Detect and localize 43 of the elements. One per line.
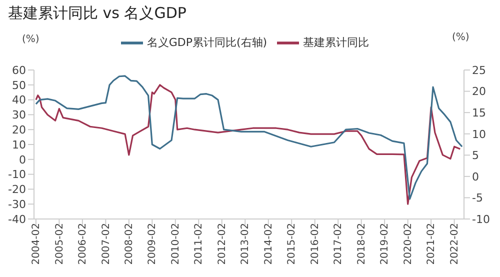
y-tick-label: -30	[8, 198, 26, 212]
x-tick-label: 2018-02	[356, 223, 368, 265]
legend-label: 名义GDP累计同比(右轴)	[146, 36, 268, 50]
x-tick-label: 2009-02	[147, 223, 158, 265]
y-tick-label: 10	[12, 138, 26, 152]
x-tick-label: 2011-02	[194, 223, 205, 265]
chart-title: 基建累计同比 vs 名义GDP	[8, 4, 186, 23]
x-tick-label: 2015-02	[286, 223, 298, 265]
x-tick-label: 2019-02	[380, 223, 391, 265]
y-tick-label: 50	[12, 78, 26, 92]
y-tick-label: 0	[19, 153, 26, 166]
y2-tick-label: 10	[472, 128, 486, 141]
legend-label: 基建累计同比	[303, 36, 370, 50]
y2-tick-label: 5	[472, 149, 479, 162]
y-tick-label: -20	[8, 183, 26, 196]
y2-tick-label: 25	[472, 64, 486, 77]
y2-tick-label: -5	[472, 192, 483, 205]
y-axis-title: (%)	[22, 34, 40, 45]
x-tick-label: 2020-02	[402, 223, 414, 265]
x-tick-label: 2012-02	[216, 223, 228, 265]
y-tick-label: 40	[12, 94, 26, 107]
y-tick-label: 30	[12, 108, 26, 122]
x-tick-label: 2007-02	[100, 223, 112, 265]
x-tick-label: 2014-02	[263, 223, 274, 265]
x-tick-label: 2022-02	[449, 223, 460, 265]
y-tick-label: -40	[8, 212, 26, 226]
x-tick-label: 2021-02	[426, 223, 438, 265]
y-tick-label: 20	[12, 124, 26, 137]
x-tick-label: 2005-02	[54, 223, 66, 265]
x-tick-label: 2006-02	[78, 223, 89, 265]
x-tick-label: 2004-02	[31, 223, 42, 265]
y2-axis-title: (%)	[452, 32, 470, 43]
y-tick-label: -10	[8, 168, 26, 182]
y2-tick-label: 15	[472, 106, 486, 120]
x-tick-label: 2013-02	[240, 223, 252, 265]
y-tick-label: 60	[12, 64, 26, 77]
x-tick-label: 2017-02	[333, 223, 344, 265]
y2-tick-label: 20	[472, 85, 486, 98]
x-tick-label: 2016-02	[310, 223, 321, 265]
y2-tick-label: -10	[472, 212, 490, 226]
y2-tick-label: 0	[472, 170, 479, 184]
x-tick-label: 2008-02	[124, 223, 136, 265]
x-tick-label: 2010-02	[170, 223, 182, 265]
